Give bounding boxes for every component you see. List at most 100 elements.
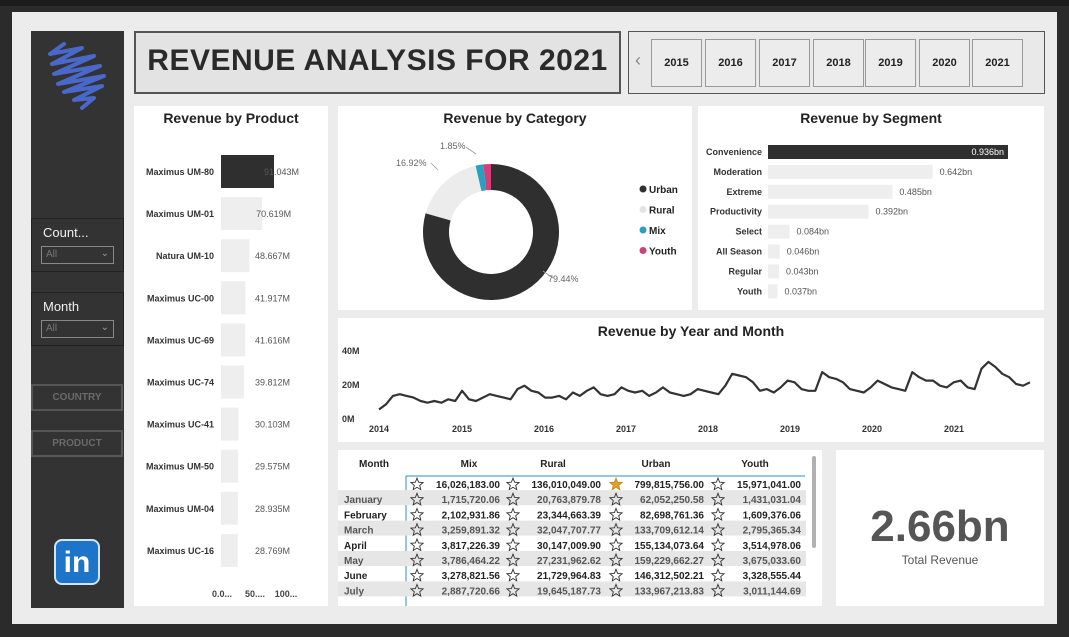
table-column-header: Urban [642,459,671,470]
line-x-tick: 2016 [534,424,554,434]
star-icon [608,537,624,552]
product-data-label: 41.917M [255,293,290,303]
segment-bar [768,284,778,299]
product-chart-title: Revenue by Product [163,110,299,126]
star-icon [505,507,521,522]
year-button-2020[interactable]: 2020 [919,39,970,87]
product-data-label: 48.667M [255,251,290,261]
star-icon [608,568,624,582]
title-box: REVENUE ANALYSIS FOR 2021 [134,31,621,94]
segment-bar [768,264,780,279]
product-category-label: Maximus UC-69 [147,335,214,345]
table-value-cell: 21,729,964.83 [537,571,601,582]
product-nav-button[interactable]: PRODUCT [31,430,123,457]
star-icon [409,537,425,552]
category-data-label: 1.85% [440,141,466,151]
country-slicer[interactable]: Count... All ⌄ [31,218,124,272]
page-title: REVENUE ANALYSIS FOR 2021 [147,44,608,77]
category-slice [423,164,559,300]
table-column-header: Month [359,459,389,470]
product-bar [221,197,263,231]
segment-category-label: Moderation [714,167,763,177]
star-icon [409,583,425,598]
star-icon [505,552,521,567]
legend-label: Mix [649,226,666,237]
year-button-2018[interactable]: 2018 [813,39,864,87]
product-bar [221,449,239,483]
product-data-label: 29.575M [255,462,290,472]
line-x-tick: 2017 [616,424,636,434]
legend-marker [639,206,647,213]
country-slicer-title: Count... [43,225,89,240]
star-icon [710,507,726,522]
table-value-cell: 2,795,365.34 [743,526,802,537]
table-value-cell: 2,887,720.66 [442,586,501,597]
star-icon [505,522,521,537]
star-icon [409,568,425,582]
table-month-cell: February [344,510,387,521]
month-slicer[interactable]: Month All ⌄ [31,292,124,346]
table-value-cell: 2,102,931.86 [442,510,501,521]
category-chart-panel: Revenue by Category 79.44% 16.92% 1.85% Urb… [338,106,692,310]
matrix-table: Month Mix Rural Urban Youth 16,026,183.00 136,… [338,456,816,606]
table-month-cell: May [344,556,364,567]
segment-data-label: 0.936bn [971,147,1004,157]
line-y-tick: 0M [342,414,355,424]
segment-category-label: Extreme [726,187,762,197]
linkedin-icon[interactable]: in [54,539,100,585]
table-row-band [338,520,806,536]
table-month-cell: June [344,571,368,582]
star-icon [608,507,624,522]
star-icon [409,507,425,522]
segment-bar-chart: Convenience 0.936bn Moderation 0.642bn Extre… [706,145,1008,299]
category-slice [475,164,487,192]
chevron-left-icon[interactable]: ‹ [635,50,641,70]
kpi-card: 2.66bn Total Revenue [836,450,1044,606]
table-column-header: Rural [540,459,566,470]
star-icon [409,552,425,567]
revenue-series-line [378,360,1031,411]
line-x-tick: 2021 [944,424,964,434]
product-x-tick: 0.0... [212,589,232,599]
segment-data-label: 0.642bn [940,167,973,177]
month-dropdown[interactable]: All ⌄ [41,320,114,338]
product-category-label: Maximus UM-04 [146,504,214,514]
product-bar [221,281,246,315]
year-button-2017[interactable]: 2017 [759,39,810,87]
table-value-cell: 3,786,464.22 [442,556,501,567]
kpi-label: Total Revenue [901,553,979,567]
country-dropdown[interactable]: All ⌄ [41,246,114,264]
product-bar [221,365,245,399]
table-column-header: Mix [461,459,478,470]
table-month-cell: January [344,495,383,506]
table-value-cell: 3,514,978.06 [743,541,802,552]
segment-chart-title: Revenue by Segment [800,110,942,126]
star-icon [608,492,624,506]
star-icon [409,522,425,537]
country-nav-button[interactable]: COUNTRY [31,384,123,411]
line-y-tick: 20M [342,380,360,390]
table-value-cell: 3,278,821.56 [442,571,501,582]
year-button-2019[interactable]: 2019 [865,39,916,87]
segment-category-label: Productivity [710,207,762,217]
year-button-2016[interactable]: 2016 [705,39,756,87]
product-bar [221,491,238,525]
table-row-band [338,551,806,566]
segment-bar [768,224,790,239]
table-value-cell: 32,047,707.77 [537,526,601,537]
year-button-2015[interactable]: 2015 [651,39,702,87]
star-icon [409,492,425,506]
table-value-cell: 133,967,213.83 [634,586,704,597]
year-button-2021[interactable]: 2021 [972,39,1023,87]
product-category-label: Maximus UM-01 [146,209,214,219]
star-icon [710,492,726,506]
label-leader [542,270,554,279]
category-data-label: 79.44% [548,274,579,284]
kpi-value: 2.66bn [870,502,1010,551]
product-bar [221,407,239,441]
label-leader [465,146,477,155]
table-value-cell: 19,645,187.73 [537,586,601,597]
product-chart-panel: Revenue by Product Maximus UM-80 91.043M M… [134,106,328,606]
star-icon [505,476,521,491]
segment-data-label: 0.043bn [786,266,819,276]
